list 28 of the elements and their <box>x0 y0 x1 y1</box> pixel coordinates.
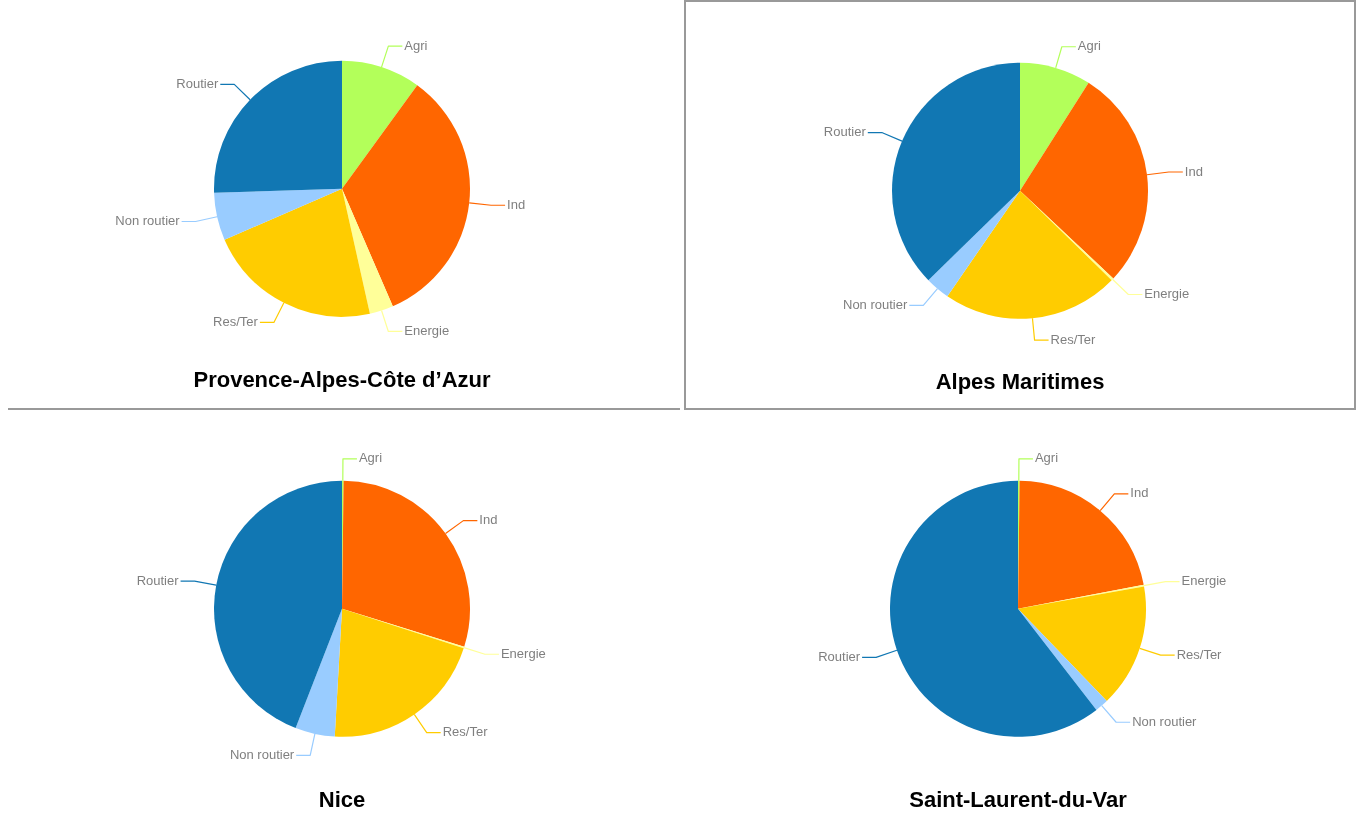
slice-label: Agri <box>1077 38 1102 54</box>
slice-label: Energie <box>500 645 546 661</box>
slice-label: Routier <box>818 648 861 664</box>
slice-label: Energie <box>1144 286 1190 302</box>
slice-label: Agri <box>1034 450 1059 466</box>
slice-label: Routier <box>176 75 219 91</box>
slice-label: Energie <box>1181 573 1227 589</box>
slice-label: Res/Ter <box>213 314 259 330</box>
slice-label: Non routier <box>842 297 908 313</box>
text: Nice <box>318 786 366 812</box>
slice-label: Ind <box>1130 485 1149 501</box>
slice-label: Non routier <box>229 746 295 762</box>
slice-label: Ind <box>479 512 498 528</box>
slice-label: Routier <box>136 572 180 588</box>
slice-label: Ind <box>507 196 526 212</box>
slice-label: Res/Ter <box>1050 331 1097 347</box>
slice-label: Agri <box>358 450 383 466</box>
text: Provence-Alpes-Côte d’Azur <box>193 366 491 392</box>
slice-label: Routier <box>823 124 867 140</box>
slice-label: Ind <box>1184 163 1203 179</box>
slice-label: Agri <box>404 37 428 53</box>
text: Alpes Maritimes <box>935 368 1105 394</box>
slice-label: Res/Ter <box>442 724 489 740</box>
slice-label: Res/Ter <box>1176 646 1223 662</box>
text: Saint-Laurent-du-Var <box>909 786 1128 812</box>
slice-label: Non routier <box>115 213 181 229</box>
slice-label: Non routier <box>1132 713 1198 729</box>
slice-label: Energie <box>404 323 450 339</box>
